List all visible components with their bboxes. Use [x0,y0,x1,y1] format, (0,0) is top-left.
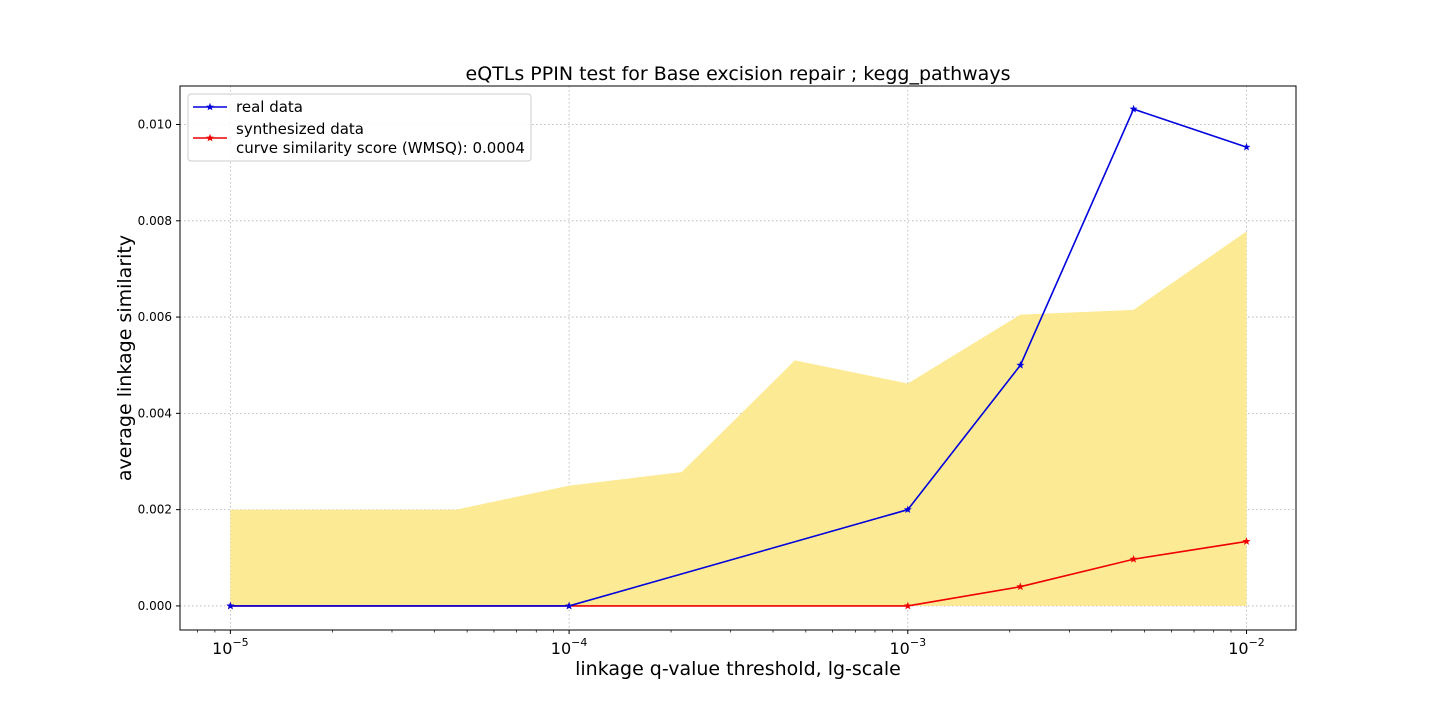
legend: real data synthesized data curve similar… [187,93,532,162]
y-tick-label: 0.006 [138,310,172,324]
point-synthesized [903,601,912,610]
point-synthesized [1016,582,1025,591]
x-tick-exponent: −3 [910,636,926,649]
legend-label-real: real data [236,98,303,116]
y-tick-label: 0.000 [138,599,172,613]
x-axis: 10−5 10−4 10−3 10−2 [197,630,1265,658]
point-real [1016,361,1025,369]
x-tick-label: 10−4 [551,636,588,658]
y-tick-label: 0.004 [138,406,172,420]
legend-marker [206,133,214,142]
y-tick-label: 0.008 [138,214,172,228]
uncertainty-band [230,231,1247,606]
series-layer [226,104,1251,610]
series-line-real [230,108,1247,607]
point-synthesized [1129,555,1138,563]
legend-label-synthesized: synthesized data [236,120,364,138]
x-tick-exponent: −5 [232,636,248,649]
x-tick-label: 10−5 [212,636,249,658]
y-tick-label: 0.002 [138,503,172,517]
y-axis-label: average linkage similarity [114,235,136,481]
x-tick-exponent: −4 [571,636,587,649]
x-tick-base: 10 [890,639,910,658]
legend-box [187,93,532,162]
point-real [226,601,235,610]
x-tick-base: 10 [212,639,232,658]
band-area [230,231,1247,606]
chart-title: eQTLs PPIN test for Base excision repair… [466,63,1011,85]
y-axis: 0.000 0.002 0.004 0.006 0.008 0.010 [138,118,180,613]
x-tick-exponent: −2 [1249,636,1265,649]
point-synthesized [1242,537,1251,545]
x-tick-base: 10 [551,639,571,658]
legend-marker [206,102,214,111]
y-tick-label: 0.010 [138,118,172,132]
point-real [565,601,574,610]
point-real [903,505,912,514]
x-tick-base: 10 [1228,639,1248,658]
legend-label-score: curve similarity score (WMSQ): 0.0004 [236,139,525,157]
x-axis-label: linkage q-value threshold, lg-scale [575,658,901,680]
x-tick-label: 10−2 [1228,636,1265,658]
x-tick-label: 10−3 [890,636,927,658]
plot-frame [179,85,1297,631]
point-real [1242,142,1251,151]
point-real [1129,104,1138,113]
